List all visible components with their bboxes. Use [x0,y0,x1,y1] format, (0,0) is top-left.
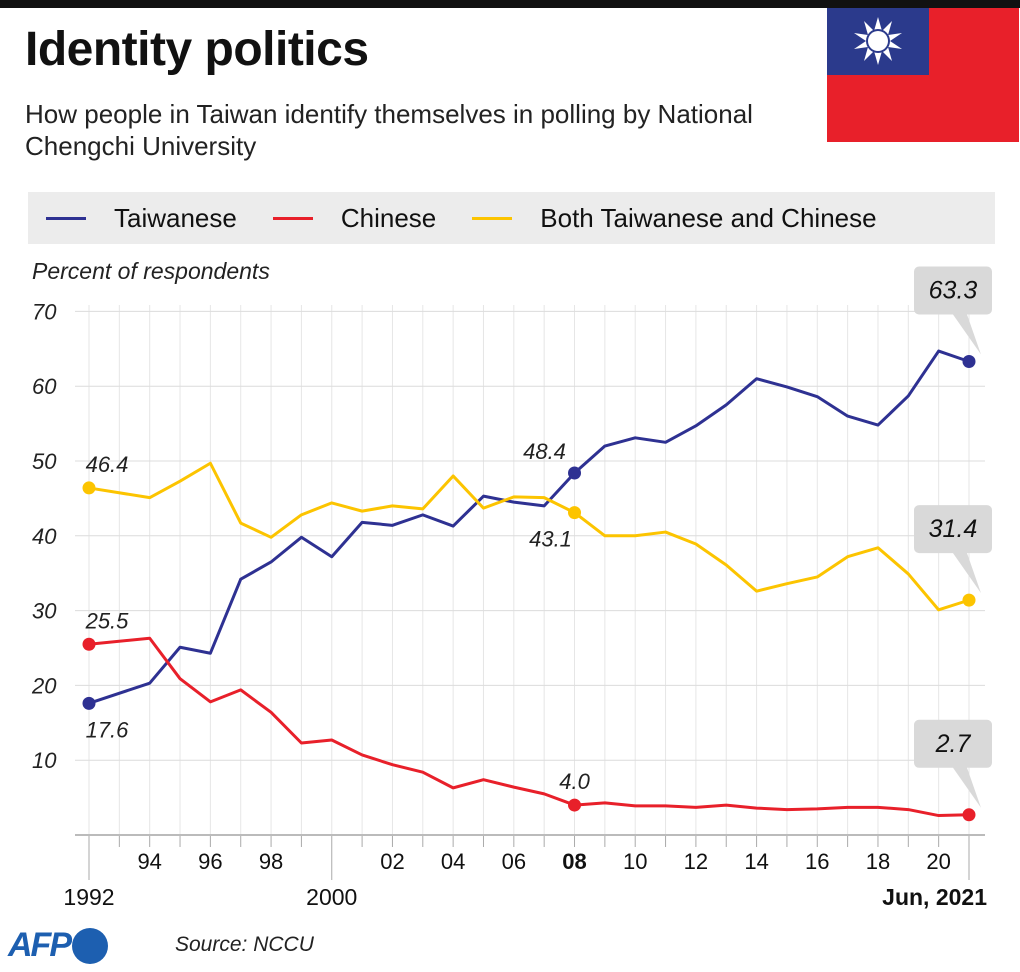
x-tick-label: 96 [198,849,222,874]
chart-title: Identity politics [25,23,369,76]
data-point-chinese [962,808,976,822]
y-tick-label: 10 [32,748,57,773]
y-tick-label: 70 [32,299,57,324]
x-tick-label: 10 [623,849,647,874]
x-tick-label: 20 [926,849,950,874]
data-point-both [568,506,582,520]
x-major-label: 1992 [63,884,114,910]
legend-swatch [272,216,313,220]
x-tick-label: 98 [259,849,283,874]
legend-item-taiwanese: Taiwanese [46,203,237,234]
legend-item-both: Both Taiwanese and Chinese [472,202,877,234]
x-tick-label: 18 [866,849,890,874]
data-point-chinese [82,637,96,651]
x-tick-label: 08 [562,849,586,874]
x-major-label: Jun, 2021 [882,884,987,910]
legend-label: Both Taiwanese and Chinese [540,202,877,233]
data-label-chinese: 4.0 [559,769,590,794]
callout-box [914,505,992,594]
y-tick-label: 30 [32,599,57,624]
series-line-both [88,461,970,612]
x-tick-label: 14 [744,849,768,874]
data-point-taiwanese [962,355,976,369]
y-tick-label: 40 [32,524,57,549]
afp-logo-text: AFP [8,926,72,964]
data-label-taiwanese: 17.6 [86,717,130,742]
x-tick-label: 94 [137,849,161,874]
x-tick-label: 02 [380,849,404,874]
legend: Taiwanese Chinese Both Taiwanese and Chine… [28,192,995,244]
y-tick-label: 60 [32,374,57,399]
chart-subtitle: How people in Taiwan identify themselves… [25,99,753,161]
legend-label: Taiwanese [114,202,237,233]
callout-box [914,266,992,355]
legend-item-chinese: Chinese [272,202,437,234]
data-point-chinese [568,798,582,812]
legend-swatch [46,216,86,220]
x-tick-label: 16 [805,849,829,874]
data-label-chinese: 25.5 [85,608,130,633]
taiwan-flag-icon [827,8,1019,142]
callout-box [914,719,992,808]
x-tick-label: 04 [441,849,465,874]
y-tick-label: 20 [31,673,57,698]
x-tick-label: 06 [502,849,526,874]
data-label-both: 46.4 [86,452,129,477]
callout-label: 31.4 [929,515,978,543]
afp-logo: AFP [8,926,108,965]
flag-canton [827,8,929,75]
data-point-both [82,481,96,495]
x-major-label: 2000 [306,884,357,910]
data-label-both: 43.1 [529,527,572,552]
legend-swatch [472,216,513,220]
data-point-taiwanese [568,466,582,480]
source-note: Source: NCCU [175,933,314,956]
sun-icon [854,17,902,65]
y-axis-label: Percent of respondents [32,258,270,284]
x-tick-label: 12 [684,849,708,874]
callout-label: 2.7 [935,730,972,758]
legend-label: Chinese [340,202,437,233]
afp-logo-dot [72,927,108,964]
top-bar [0,0,1020,8]
series-line-chinese [88,636,970,818]
data-point-taiwanese [82,696,96,710]
series-line-taiwanese [88,349,970,705]
y-tick-label: 50 [32,449,57,474]
callout-label: 63.3 [929,277,978,305]
data-label-taiwanese: 48.4 [523,439,566,464]
data-point-both [962,593,976,607]
